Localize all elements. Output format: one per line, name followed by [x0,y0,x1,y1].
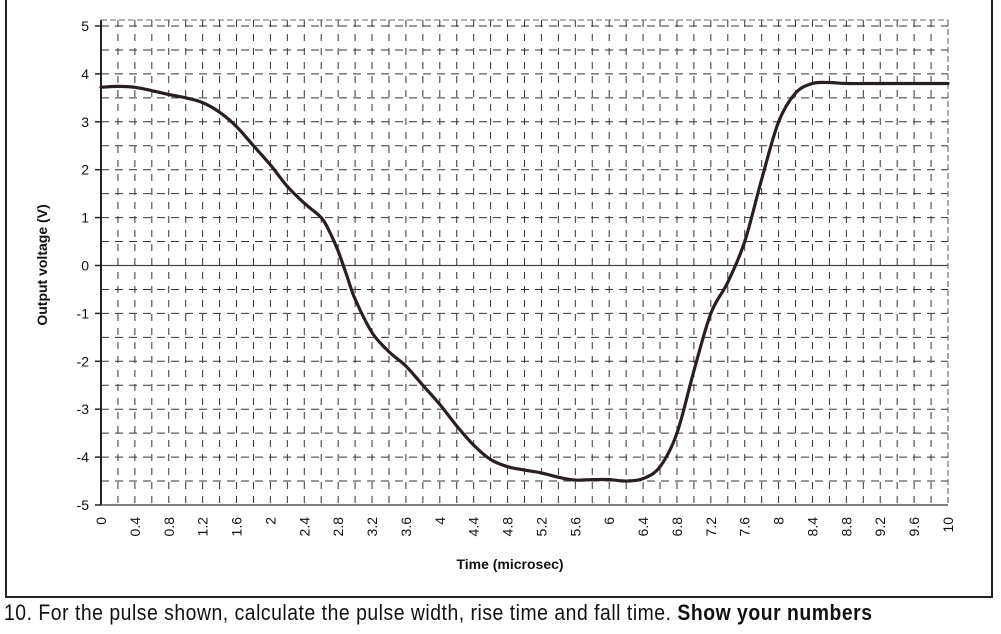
svg-text:0.8: 0.8 [161,517,177,537]
question-body: For the pulse shown, calculate the pulse… [38,600,672,625]
svg-text:9.2: 9.2 [872,517,888,537]
svg-text:2.4: 2.4 [296,517,312,537]
svg-text:0: 0 [93,517,109,525]
svg-text:6.4: 6.4 [635,517,651,537]
y-axis-label: Output voltage (V) [34,204,50,326]
svg-text:8.8: 8.8 [838,517,854,537]
svg-text:1.6: 1.6 [229,517,245,537]
svg-text:5.2: 5.2 [533,517,549,537]
x-tick-labels: 0 0.4 0.8 1.2 1.6 2 2.4 2.8 3.2 3.6 4 4.4 4.8 5.2 5.6 6… [93,517,956,537]
svg-text:4: 4 [432,517,448,525]
voltage-curve [99,80,950,483]
x-axis-label: Time (microsec) [456,556,564,572]
svg-text:0.4: 0.4 [127,517,143,537]
question-text: 10. For the pulse shown, calculate the p… [4,600,872,626]
question-emphasis: Show your numbers [677,600,873,625]
svg-text:-5: -5 [77,497,90,513]
y-tick-labels: 5 4 3 2 1 0 -1 -2 -3 -4 -5 [77,18,101,513]
svg-text:10: 10 [940,517,956,533]
svg-text:1: 1 [81,210,89,226]
svg-text:5.6: 5.6 [567,517,583,537]
svg-text:9.6: 9.6 [906,517,922,537]
svg-text:6.8: 6.8 [669,517,685,537]
svg-text:7.2: 7.2 [703,517,719,537]
svg-text:1.2: 1.2 [195,517,211,537]
svg-text:-1: -1 [77,305,90,321]
svg-text:3.6: 3.6 [398,517,414,537]
svg-text:-2: -2 [77,353,90,369]
figure-frame [5,0,993,598]
svg-text:4.8: 4.8 [500,517,516,537]
svg-text:4: 4 [81,66,89,82]
svg-text:8: 8 [771,517,787,525]
svg-text:-3: -3 [77,401,90,417]
svg-text:4.4: 4.4 [466,517,482,537]
svg-text:0: 0 [81,258,89,274]
svg-text:3: 3 [81,114,89,130]
svg-text:5: 5 [81,18,89,34]
svg-text:7.6: 7.6 [737,517,753,537]
svg-text:-4: -4 [77,449,90,465]
svg-text:2.8: 2.8 [330,517,346,537]
svg-text:6: 6 [601,517,617,525]
svg-text:8.4: 8.4 [804,517,820,537]
svg-text:2: 2 [262,517,278,525]
svg-text:3.2: 3.2 [364,517,380,537]
svg-text:2: 2 [81,162,89,178]
grid [101,20,948,505]
question-number: 10. [4,600,33,625]
